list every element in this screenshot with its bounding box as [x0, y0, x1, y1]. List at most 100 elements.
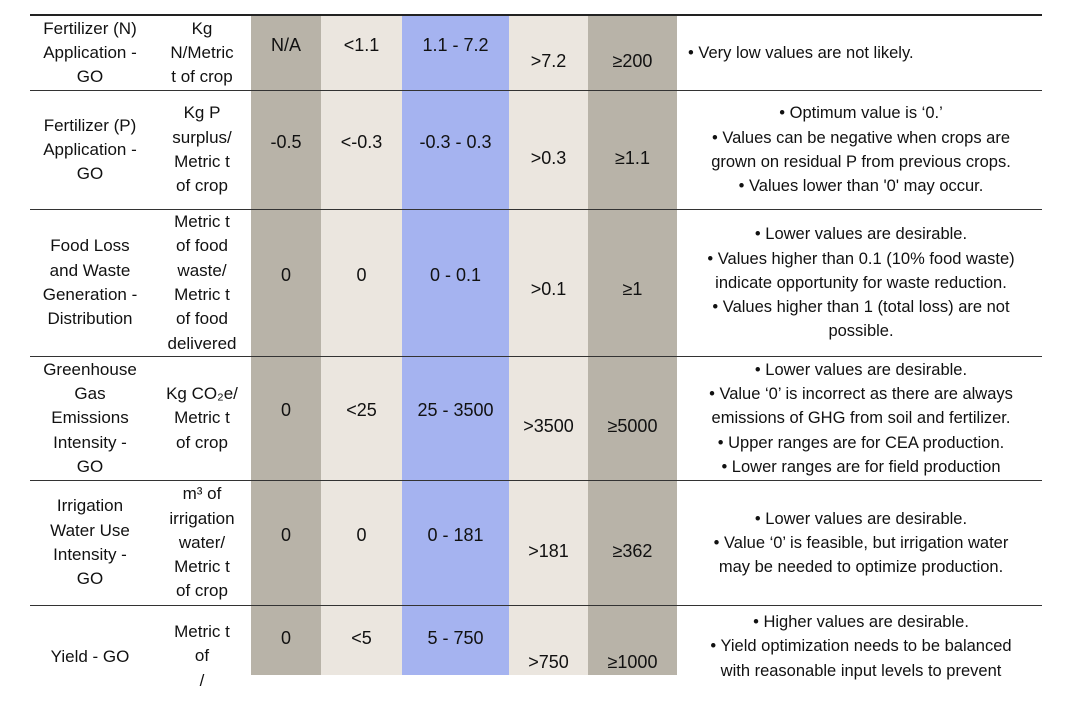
unit-line: Metric t — [174, 285, 230, 304]
row-2-value-4: >0.3 — [509, 99, 588, 217]
note-line: emissions of GHG from soil and fertilize… — [711, 409, 1011, 428]
row-5-value-5: ≥362 — [588, 489, 677, 613]
note-line: • Lower values are desirable. — [754, 360, 968, 379]
row-1-value-4: >7.2 — [509, 24, 588, 98]
value-text: <-0.3 — [340, 131, 383, 152]
row-4-unit: Kg CO₂e/Metric t of crop — [152, 357, 252, 480]
row-6-unit: Metric t of / — [152, 606, 252, 706]
unit-line: surplus/ — [172, 127, 232, 147]
indicator-table: Fertilizer (N) Application - GO Kg N/Metric t… — [30, 8, 1042, 690]
unit-line: Metric t — [174, 557, 230, 577]
value-text: 25 - 3500 — [417, 400, 494, 421]
indicator-name-line: Food Loss — [50, 236, 130, 256]
unit-line: waste/ — [177, 260, 227, 280]
value-text: 0 — [356, 264, 367, 285]
note-line: • Values higher than 0.1 (10% food waste… — [707, 249, 1015, 268]
row-separator — [30, 90, 1042, 91]
row-3-value-2: 0 — [321, 202, 402, 348]
row-2-value-2: <-0.3 — [321, 83, 402, 201]
value-text: 0 — [356, 524, 367, 545]
indicator-name-line: GO — [76, 456, 104, 476]
row-4-value-5: ≥5000 — [588, 365, 677, 488]
indicator-name-line: Greenhouse — [43, 359, 137, 379]
note-line: • Lower ranges are for field production — [721, 457, 1001, 476]
unit-line: Metric t — [174, 212, 230, 232]
row-2-unit: Kg P surplus/Metric t of crop — [152, 91, 252, 209]
value-text: -0.5 — [270, 131, 302, 152]
row-2-notes: • Optimum value is ‘0.’ • Values can be n… — [680, 91, 1042, 209]
row-2-value-5: ≥1.1 — [588, 99, 677, 217]
column-band-5 — [588, 16, 677, 675]
row-3-value-5: ≥1 — [588, 216, 677, 362]
unit-line: of food — [176, 236, 228, 256]
unit-line: Kg CO₂e/ — [166, 384, 238, 404]
row-3-value-3: 0 - 0.1 — [402, 202, 509, 348]
indicator-name-line: Intensity - — [53, 432, 127, 452]
indicator-name-line: and Waste — [49, 260, 131, 280]
note-line: • Upper ranges are for CEA production. — [717, 433, 1005, 452]
value-text: ≥5000 — [607, 416, 658, 437]
note-line: possible. — [828, 322, 894, 341]
note-line: • Values higher than 1 (total loss) are … — [712, 298, 1010, 317]
value-text: ≥1 — [622, 278, 643, 299]
indicator-name-line: Generation - — [42, 285, 138, 304]
row-separator — [30, 356, 1042, 357]
indicator-name-line: Emissions — [51, 408, 129, 428]
value-text: 0 - 0.1 — [429, 264, 482, 285]
row-1-indicator-name: Fertilizer (N) Application - GO — [30, 16, 150, 90]
row-6-notes: • Higher values are desirable. • Yield op… — [680, 606, 1042, 706]
value-text: ≥1000 — [607, 652, 658, 672]
unit-line: t of crop — [171, 67, 233, 87]
row-4-value-4: >3500 — [509, 365, 588, 488]
indicator-name-line: Yield - GO — [50, 647, 130, 666]
row-6-indicator-name: Yield - GO — [30, 606, 150, 706]
row-5-indicator-name: Irrigation Water Use Intensity - GO — [30, 481, 150, 605]
row-5-value-1: 0 — [251, 473, 321, 597]
note-line: with reasonable input levels to prevent — [720, 661, 1002, 680]
value-text: N/A — [270, 34, 301, 55]
value-text: <25 — [346, 400, 377, 421]
unit-line: Kg — [191, 18, 213, 38]
row-separator — [30, 480, 1042, 481]
column-band-1 — [251, 16, 321, 675]
unit-line: of crop — [176, 176, 228, 196]
row-3-notes: • Lower values are desirable. • Values hi… — [680, 210, 1042, 356]
row-1-unit: Kg N/Metric t of crop — [152, 16, 252, 90]
row-6-value-4: >750 — [509, 614, 588, 714]
unit-line: N/Metric — [170, 42, 234, 62]
row-1-value-2: <1.1 — [321, 8, 402, 82]
value-text: >0.3 — [530, 147, 567, 168]
note-line: • Lower values are desirable. — [754, 225, 968, 244]
unit-line: of — [194, 646, 210, 666]
value-text: 0 — [280, 524, 291, 545]
unit-line: of food — [176, 309, 228, 329]
indicator-name-line: Gas — [74, 384, 106, 404]
value-text: <1.1 — [343, 34, 380, 55]
value-text: >7.2 — [530, 50, 567, 71]
row-5-value-2: 0 — [321, 473, 402, 597]
row-5-value-3: 0 - 181 — [402, 473, 509, 597]
note-line: may be needed to optimize production. — [718, 558, 1004, 577]
value-text: 0 — [280, 400, 291, 421]
row-6-value-1: 0 — [251, 598, 321, 698]
indicator-name-line: Distribution — [47, 309, 133, 329]
unit-line: of crop — [176, 581, 228, 601]
value-text: 0 — [280, 264, 291, 285]
unit-line: irrigation — [169, 508, 235, 528]
row-4-notes: • Lower values are desirable. • Value ‘0’… — [680, 357, 1042, 480]
row-4-value-2: <25 — [321, 349, 402, 472]
unit-line: / — [199, 670, 205, 690]
note-line: • Values can be negative when crops are — [711, 128, 1011, 147]
value-text: 0 - 181 — [427, 524, 484, 545]
unit-line: water/ — [178, 532, 226, 552]
row-3-value-4: >0.1 — [509, 216, 588, 362]
value-text: -0.3 - 0.3 — [419, 131, 492, 152]
note-line: • Value ‘0’ is feasible, but irrigation … — [713, 533, 1009, 552]
row-4-value-3: 25 - 3500 — [402, 349, 509, 472]
unit-line: Metric t — [174, 622, 230, 641]
row-3-indicator-name: Food Loss and Waste Generation - Distributi… — [30, 210, 150, 356]
value-text: 5 - 750 — [427, 628, 484, 648]
value-text: ≥1.1 — [615, 147, 650, 168]
row-5-notes: • Lower values are desirable. • Value ‘0’… — [680, 481, 1042, 605]
indicator-name-line: Application - — [43, 139, 137, 159]
